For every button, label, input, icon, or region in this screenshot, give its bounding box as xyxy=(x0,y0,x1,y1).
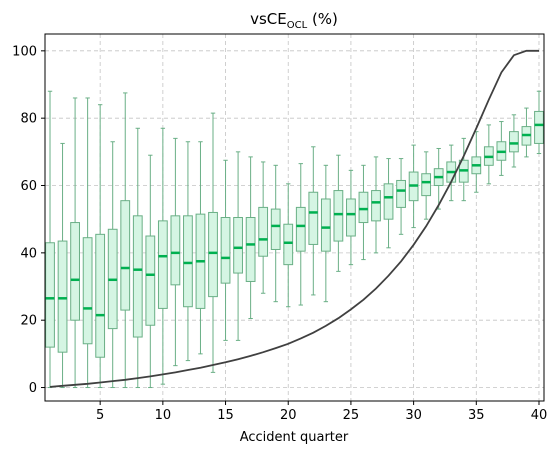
box-7 xyxy=(120,92,131,389)
box-body xyxy=(270,208,281,250)
box-body xyxy=(183,215,193,308)
box-3 xyxy=(70,97,80,389)
plot-frame xyxy=(44,33,545,402)
y-tick-label: 60 xyxy=(20,179,37,194)
line-series xyxy=(49,49,539,388)
box-21 xyxy=(295,163,306,306)
box-body xyxy=(95,233,106,358)
x-tick-label: 35 xyxy=(468,408,485,423)
box-body xyxy=(383,183,394,220)
title-subscript: OCL xyxy=(287,20,308,31)
box-body xyxy=(57,240,68,353)
x-tick-label: 5 xyxy=(96,408,104,423)
box-body xyxy=(170,215,181,286)
box-34 xyxy=(458,137,469,202)
box-13 xyxy=(195,141,206,355)
box-18 xyxy=(258,161,269,294)
box-body xyxy=(145,235,156,326)
box-body xyxy=(308,191,319,245)
box-30 xyxy=(408,144,419,229)
box-5 xyxy=(95,104,106,389)
x-tick-label: 25 xyxy=(343,408,360,423)
box-37 xyxy=(496,121,507,176)
box-29 xyxy=(396,158,406,235)
box-body xyxy=(233,217,243,274)
y-tick-label: 80 xyxy=(20,112,37,127)
box-36 xyxy=(483,124,494,185)
box-body xyxy=(45,242,55,348)
box-26 xyxy=(358,164,369,261)
grid-lines xyxy=(45,34,544,401)
box-body xyxy=(396,179,406,208)
box-20 xyxy=(283,183,294,308)
box-body xyxy=(320,198,331,252)
box-1 xyxy=(45,90,55,389)
x-tick-label: 30 xyxy=(405,408,422,423)
box-body xyxy=(346,198,356,237)
box-body xyxy=(157,220,168,309)
box-body xyxy=(295,206,306,252)
box-body xyxy=(82,237,93,345)
box-27 xyxy=(371,156,381,254)
box-12 xyxy=(183,141,193,362)
box-body xyxy=(132,215,143,338)
box-23 xyxy=(320,164,331,303)
box-35 xyxy=(471,131,482,193)
box-9 xyxy=(145,154,156,389)
y-tick-label: 40 xyxy=(20,246,37,261)
box-15 xyxy=(220,159,231,341)
box-body xyxy=(208,211,218,298)
box-body xyxy=(220,217,231,284)
box-40 xyxy=(534,90,544,155)
box-body xyxy=(421,173,432,197)
x-tick-label: 20 xyxy=(280,408,297,423)
box-2 xyxy=(57,142,68,389)
box-body xyxy=(283,223,294,266)
box-39 xyxy=(521,107,532,158)
box-16 xyxy=(233,151,243,341)
box-body xyxy=(333,190,344,242)
x-tick-label: 40 xyxy=(531,408,548,423)
box-28 xyxy=(383,158,394,249)
box-10 xyxy=(157,127,168,385)
box-body xyxy=(70,222,80,321)
x-axis-label: Accident quarter xyxy=(240,430,349,445)
box-body xyxy=(120,200,131,311)
box-body xyxy=(371,190,381,222)
chart-title: vsCEOCL (%) xyxy=(250,10,338,31)
box-body xyxy=(245,217,256,282)
y-tick-label: 0 xyxy=(29,381,37,396)
box-4 xyxy=(82,97,93,389)
y-tick-label: 100 xyxy=(12,44,37,59)
box-17 xyxy=(245,156,256,320)
axes: 5 10 15 20 25 30 35 40 0 20 40 60 80 100 xyxy=(12,33,548,423)
box-body xyxy=(534,110,544,144)
box-body xyxy=(509,131,519,153)
box-14 xyxy=(208,112,218,373)
box-32 xyxy=(433,147,444,210)
box-6 xyxy=(107,141,118,389)
x-tick-label: 15 xyxy=(217,408,234,423)
box-series xyxy=(45,90,544,389)
x-tick-label: 10 xyxy=(155,408,172,423)
box-38 xyxy=(509,114,519,168)
box-25 xyxy=(346,169,356,266)
curve-line xyxy=(49,49,539,388)
box-24 xyxy=(333,154,344,272)
box-body xyxy=(358,191,369,224)
box-31 xyxy=(421,151,432,220)
box-11 xyxy=(170,137,181,367)
y-tick-label: 20 xyxy=(20,314,37,329)
box-body xyxy=(258,206,269,257)
box-8 xyxy=(132,127,143,389)
title-suffix: (%) xyxy=(307,10,338,28)
box-33 xyxy=(446,144,457,202)
title-main: vsCE xyxy=(250,10,287,28)
box-22 xyxy=(308,146,319,296)
box-19 xyxy=(270,164,281,303)
